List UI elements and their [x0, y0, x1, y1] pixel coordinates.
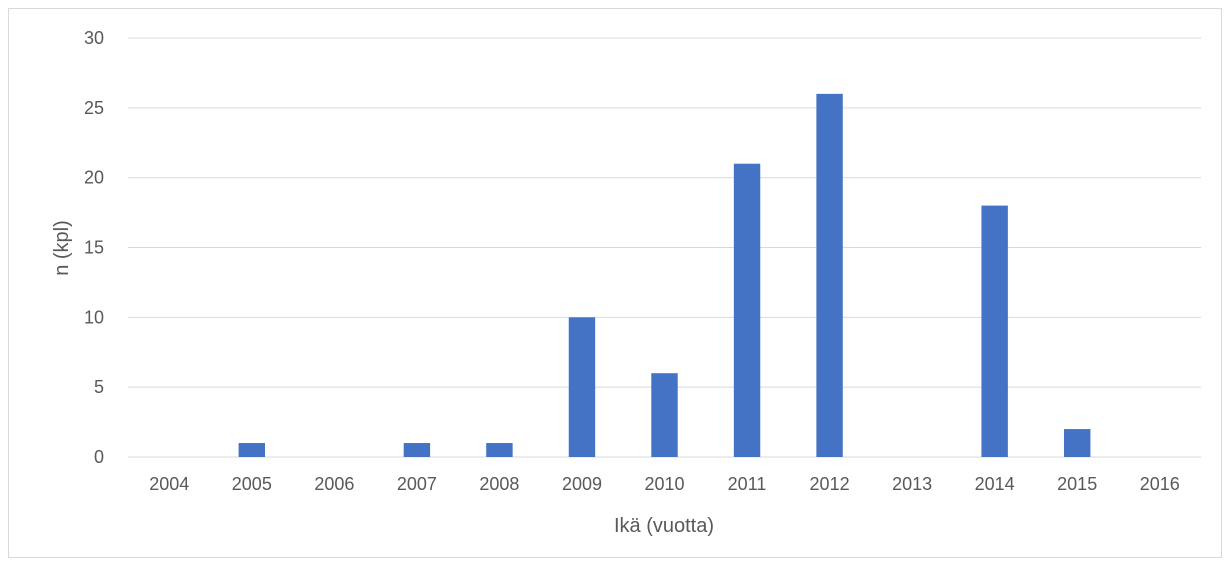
y-tick-label: 15 — [84, 238, 104, 258]
bar-2012 — [816, 93, 843, 457]
y-tick-label: 30 — [84, 28, 104, 48]
y-tick-labels: 0 5 10 15 20 25 30 — [84, 28, 104, 467]
bar-2010 — [651, 373, 678, 457]
y-tick-label: 25 — [84, 98, 104, 118]
y-tick-label: 5 — [94, 377, 104, 397]
x-tick-label: 2014 — [975, 474, 1015, 494]
x-tick-label: 2015 — [1057, 474, 1097, 494]
x-tick-label: 2005 — [232, 474, 272, 494]
bars — [238, 93, 1091, 457]
x-tick-label: 2013 — [892, 474, 932, 494]
x-tick-label: 2009 — [562, 474, 602, 494]
y-tick-label: 10 — [84, 307, 104, 327]
bar-2011 — [733, 163, 761, 457]
x-tick-label: 2008 — [479, 474, 519, 494]
x-tick-labels: 2004 2005 2006 2007 2008 2009 2010 2011 2012 2013… — [149, 474, 1180, 494]
y-tick-label: 0 — [94, 447, 104, 467]
chart-frame — [8, 8, 1222, 558]
bar-2007 — [403, 443, 431, 457]
x-tick-label: 2004 — [149, 474, 189, 494]
bar-2008 — [486, 443, 513, 457]
x-tick-label: 2011 — [728, 474, 767, 494]
x-tick-label: 2012 — [810, 474, 850, 494]
bar-2005 — [238, 443, 266, 457]
bar-2009 — [568, 317, 596, 457]
x-tick-label: 2016 — [1140, 474, 1180, 494]
bar-2015 — [1063, 429, 1091, 457]
x-tick-label: 2006 — [314, 474, 354, 494]
x-tick-label: 2010 — [644, 474, 684, 494]
x-tick-label: 2007 — [397, 474, 437, 494]
gridlines — [128, 37, 1201, 458]
bar-2014 — [981, 205, 1008, 457]
x-axis-title: Ikä (vuotta) — [614, 515, 714, 537]
y-tick-label: 20 — [84, 168, 104, 188]
y-axis-title: n (kpl) — [51, 220, 73, 276]
